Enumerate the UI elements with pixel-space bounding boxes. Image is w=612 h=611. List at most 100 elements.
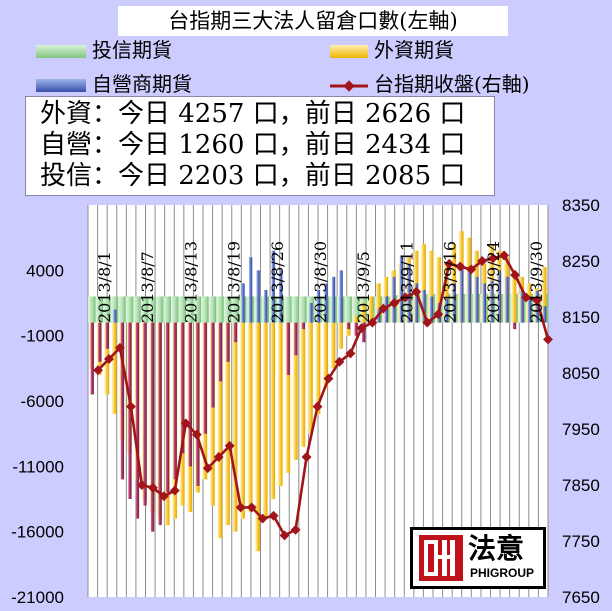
close-point: [147, 482, 158, 493]
bar-foreign: [112, 322, 117, 415]
bar-dealer: [150, 322, 155, 532]
close-point: [521, 292, 531, 303]
info-line-dealer: 自營：今日 1260 口，前日 2434 口: [40, 130, 466, 160]
info-panel: 外資：今日 4257 口，前日 2626 口 自營：今日 1260 口，前日 2…: [25, 96, 495, 196]
x-tick-label: 2013/9/16: [441, 241, 460, 323]
x-tick-label: 2013/8/26: [268, 241, 287, 323]
bar-foreign: [345, 322, 351, 336]
y-right-tick-label: 7950: [562, 420, 600, 439]
bar-trust: [284, 296, 293, 323]
bar-foreign: [308, 322, 313, 434]
legend-item-close: 台指期收盤(右軸): [330, 71, 530, 97]
legend-item-dealer: 自營商期貨: [36, 71, 192, 97]
bar-trust: [170, 296, 179, 323]
y-right-tick-label: 8350: [562, 196, 600, 215]
bar-dealer: [158, 322, 162, 526]
close-point: [400, 292, 411, 303]
close-point: [466, 264, 477, 275]
close-point: [235, 502, 246, 513]
bar-dealer: [475, 276, 479, 323]
close-point: [411, 286, 422, 297]
chart-title: 台指期三大法人留倉口數(左軸): [118, 6, 508, 36]
bar-dealer: [196, 322, 200, 486]
info-line-foreign: 外資：今日 4257 口，前日 2626 口: [40, 99, 466, 129]
bar-foreign: [293, 322, 298, 460]
bar-foreign: [360, 303, 366, 323]
bar-trust: [231, 296, 240, 323]
bar-foreign: [330, 322, 336, 369]
bar-trust: [125, 296, 134, 323]
bar-foreign: [217, 322, 223, 539]
x-tick-label: 2013/8/30: [311, 241, 330, 323]
bar-dealer: [362, 322, 366, 343]
close-point: [279, 530, 290, 541]
bar-dealer: [452, 283, 456, 323]
bar-trust: [351, 296, 360, 323]
legend-item-trust: 投信期貨: [36, 37, 172, 63]
y-left-tick-label: -21000: [11, 588, 64, 607]
bar-foreign: [323, 322, 328, 388]
legend-label-close: 台指期收盤(右軸): [374, 72, 530, 96]
bar-trust: [103, 296, 112, 323]
legend-item-foreign: 外資期貨: [330, 37, 454, 63]
close-point: [389, 298, 400, 308]
y-right-tick-label: 8050: [562, 364, 600, 383]
bar-foreign: [338, 322, 343, 349]
bar-dealer: [460, 263, 464, 323]
bar-foreign: [270, 322, 276, 499]
bar-foreign: [210, 322, 215, 506]
bar-foreign: [436, 257, 441, 323]
bar-trust: [163, 296, 172, 323]
close-point: [345, 348, 356, 359]
y-left-tick-label: 4000: [26, 261, 64, 280]
bar-dealer: [535, 290, 539, 323]
close-point: [301, 452, 312, 462]
x-tick-label: 2013/9/30: [527, 241, 546, 323]
close-point: [367, 317, 378, 328]
bar-trust: [95, 296, 104, 323]
bar-dealer: [407, 263, 411, 323]
logo-mark-icon: [419, 535, 463, 581]
bar-trust: [201, 296, 210, 323]
bar-dealer: [520, 289, 524, 323]
logo-sub: PHIGROUP: [470, 566, 535, 580]
close-point: [334, 356, 345, 367]
bar-dealer: [422, 289, 426, 323]
close-point: [543, 334, 553, 345]
bar-trust: [216, 296, 225, 323]
bar-dealer: [90, 322, 94, 395]
bar-dealer: [120, 322, 125, 480]
bar-dealer: [543, 306, 547, 323]
close-point: [213, 452, 224, 462]
x-tick-label: 2013/9/11: [397, 241, 416, 323]
bar-dealer: [188, 322, 192, 467]
bar-dealer: [241, 283, 245, 323]
bar-foreign: [368, 296, 374, 323]
y-left-tick-label: -16000: [11, 523, 64, 542]
bar-dealer: [309, 303, 313, 323]
bar-dealer: [279, 270, 283, 323]
bar-dealer: [173, 322, 177, 480]
bar-dealer: [316, 289, 321, 323]
x-tick-label: 2013/8/13: [181, 241, 200, 323]
bar-dealer: [346, 322, 351, 330]
legend-label-dealer: 自營商期貨: [92, 72, 192, 96]
bar-dealer: [429, 296, 434, 323]
bar-dealer: [445, 299, 449, 323]
x-tick-label: 2013/9/24: [484, 241, 503, 323]
bar-trust: [291, 296, 300, 323]
bar-dealer: [203, 322, 207, 434]
legend-swatch-foreign: [330, 45, 368, 58]
y-right-tick-label: 8150: [562, 308, 600, 327]
bar-foreign: [428, 250, 434, 323]
bar-dealer: [264, 289, 268, 323]
bar-dealer: [324, 283, 328, 323]
y-left-tick-label: -6000: [21, 392, 64, 411]
bar-dealer: [166, 322, 170, 493]
bar-dealer: [399, 257, 404, 323]
x-tick-label: 2013/8/7: [138, 251, 157, 323]
close-point: [433, 309, 444, 320]
close-point: [268, 510, 279, 521]
legend-label-trust: 投信期貨: [92, 38, 172, 62]
